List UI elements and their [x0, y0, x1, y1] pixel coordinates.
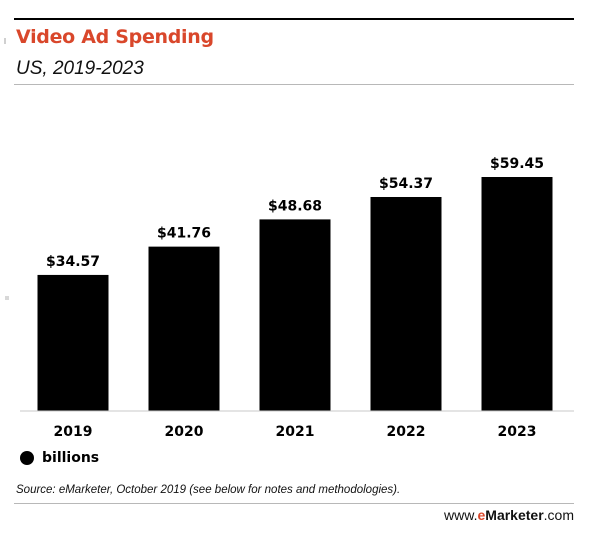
- brand-name: Marketer: [485, 507, 544, 523]
- value-label-2019: $34.57: [46, 254, 100, 270]
- tick-label-2022: 2022: [387, 424, 426, 440]
- source-note: Source: eMarketer, October 2019 (see bel…: [16, 484, 401, 496]
- x-tick-labels-group: 2019 2020 2021 2022 2023: [54, 424, 537, 440]
- brand-suffix: .com: [543, 507, 574, 523]
- bar-2020: [148, 246, 220, 411]
- brand-prefix: www.: [444, 507, 478, 523]
- bars-group: [37, 177, 553, 411]
- legend-label: billions: [42, 450, 100, 466]
- footer-rule: [14, 503, 574, 504]
- edge-mark: [5, 296, 9, 300]
- brand-e: e: [477, 507, 486, 523]
- tick-label-2019: 2019: [54, 424, 93, 440]
- value-label-2022: $54.37: [379, 176, 433, 192]
- edge-mark: [4, 38, 6, 44]
- bar-2019: [37, 274, 109, 411]
- legend-swatch: [20, 451, 34, 465]
- value-label-2021: $48.68: [268, 198, 322, 214]
- top-rule: [14, 18, 574, 20]
- value-labels-group: $34.57 $41.76 $48.68 $54.37 $59.45: [46, 156, 544, 270]
- value-label-2023: $59.45: [490, 156, 544, 172]
- tick-label-2023: 2023: [498, 424, 537, 440]
- bar-2022: [370, 196, 442, 411]
- subtitle-rule: [14, 84, 574, 85]
- value-label-2020: $41.76: [157, 226, 211, 242]
- brand-url[interactable]: www.eMarketer.com: [444, 507, 574, 523]
- legend: billions: [20, 450, 99, 466]
- tick-label-2021: 2021: [276, 424, 315, 440]
- tick-label-2020: 2020: [165, 424, 204, 440]
- bar-2023: [481, 177, 553, 411]
- chart-title: Video Ad Spending: [16, 26, 214, 48]
- bar-2021: [259, 219, 331, 411]
- chart-subtitle: US, 2019-2023: [16, 58, 144, 79]
